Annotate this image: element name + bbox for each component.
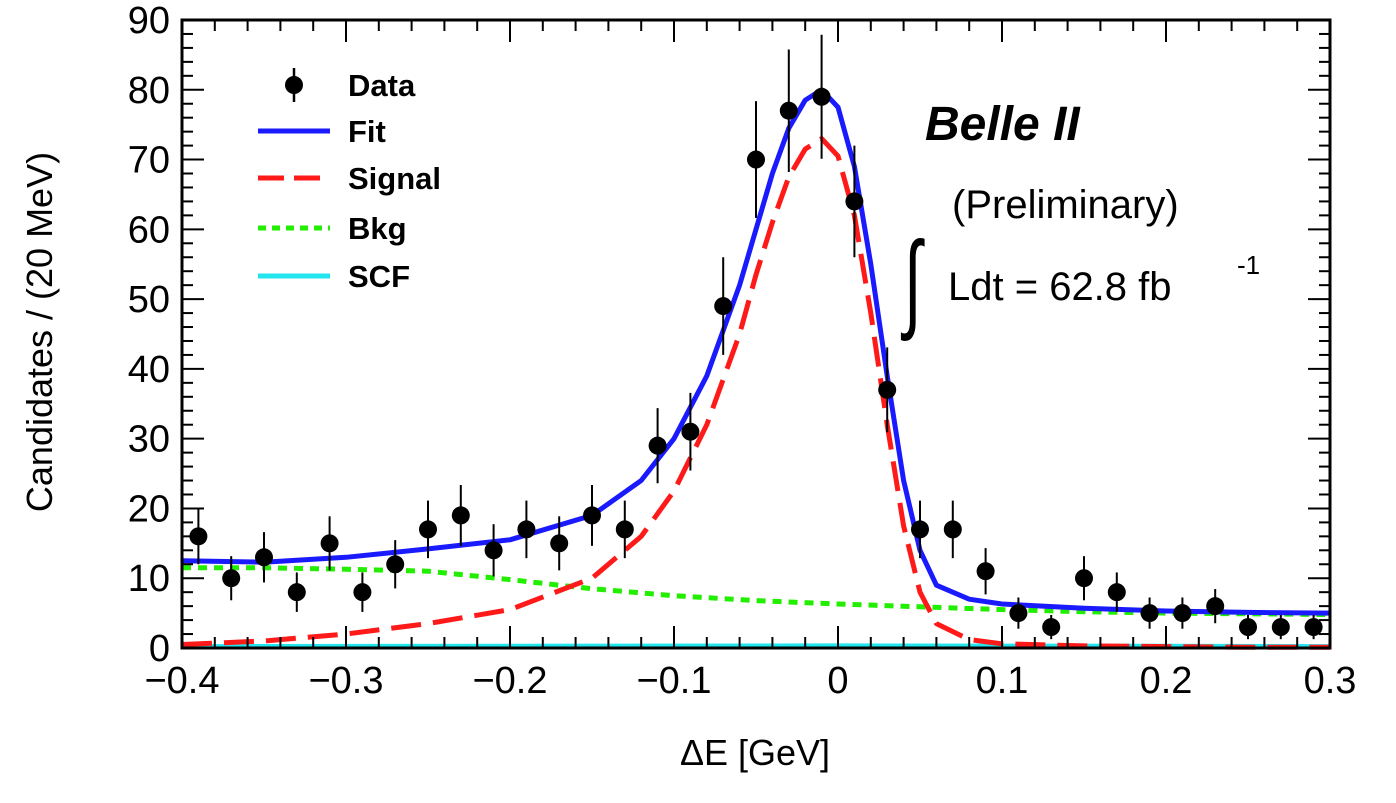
data-point bbox=[976, 562, 995, 581]
y-tick-label: 0 bbox=[149, 628, 170, 670]
data-point bbox=[1239, 618, 1257, 637]
data-point bbox=[845, 192, 864, 211]
y-tick-label: 80 bbox=[128, 70, 170, 112]
y-tick-label: 60 bbox=[128, 209, 170, 251]
x-tick-label: −0.2 bbox=[472, 660, 547, 702]
data-point bbox=[419, 520, 437, 539]
data-point bbox=[1304, 618, 1323, 637]
data-point bbox=[451, 506, 470, 525]
data-point bbox=[353, 583, 372, 602]
x-tick-label: 0.2 bbox=[1140, 660, 1193, 702]
x-tick-label: 0 bbox=[827, 660, 848, 702]
y-tick-label: 20 bbox=[128, 488, 170, 530]
data-point bbox=[320, 534, 339, 553]
legend: Data Fit Signal Bkg SCF bbox=[258, 68, 441, 294]
integral-symbol: ∫ bbox=[900, 219, 924, 341]
data-point bbox=[779, 101, 798, 120]
luminosity-superscript: -1 bbox=[1237, 250, 1260, 280]
data-point bbox=[1173, 604, 1192, 623]
data-point bbox=[747, 150, 765, 169]
y-tick-label: 40 bbox=[128, 349, 170, 391]
legend-fit-label: Fit bbox=[348, 114, 386, 149]
y-axis-title: Candidates / (20 MeV) bbox=[19, 152, 60, 512]
data-point bbox=[517, 520, 536, 539]
x-tick-label: 0.1 bbox=[976, 660, 1029, 702]
data-point bbox=[583, 506, 601, 525]
data-point bbox=[943, 520, 962, 539]
x-tick-label: −0.4 bbox=[144, 660, 219, 702]
legend-bkg-label: Bkg bbox=[348, 211, 407, 246]
data-point bbox=[222, 569, 241, 588]
data-point bbox=[615, 520, 634, 539]
data-point bbox=[681, 422, 700, 441]
data-point bbox=[1140, 604, 1159, 623]
status-label: (Preliminary) bbox=[952, 183, 1179, 227]
data-point bbox=[287, 583, 306, 602]
y-tick-label: 70 bbox=[128, 140, 170, 182]
data-point bbox=[1042, 618, 1061, 637]
axes: −0.4 −0.3 −0.2 −0.1 0 0.1 0.2 0.3 0 10 20 30 40 50 60 7… bbox=[128, 0, 1357, 702]
data-point bbox=[1107, 583, 1126, 602]
annotations: Belle II (Preliminary) ∫ Ldt = 62.8 fb -… bbox=[900, 98, 1260, 341]
data-point bbox=[1075, 569, 1093, 588]
data-point bbox=[911, 520, 929, 539]
data-point bbox=[648, 436, 667, 455]
data-point bbox=[1271, 618, 1290, 637]
data-point bbox=[714, 297, 733, 316]
luminosity-label: Ldt = 62.8 fb bbox=[948, 265, 1172, 309]
data-point bbox=[255, 548, 273, 567]
experiment-label: Belle II bbox=[925, 98, 1081, 151]
legend-scf-label: SCF bbox=[348, 259, 410, 294]
x-tick-label: −0.3 bbox=[308, 660, 383, 702]
data-point bbox=[550, 534, 569, 553]
x-tick-label: −0.1 bbox=[636, 660, 711, 702]
plot-frame bbox=[180, 18, 1332, 650]
y-tick-label: 10 bbox=[128, 558, 170, 600]
legend-data-label: Data bbox=[348, 68, 416, 103]
data-point bbox=[1206, 597, 1225, 616]
data-point bbox=[878, 380, 897, 399]
data-point bbox=[1009, 604, 1028, 623]
x-tick-label: 0.3 bbox=[1304, 660, 1357, 702]
legend-signal-label: Signal bbox=[348, 161, 441, 196]
signal-curve bbox=[181, 136, 1330, 650]
y-tick-label: 50 bbox=[128, 279, 170, 321]
data-point bbox=[812, 87, 831, 106]
y-tick-label: 90 bbox=[128, 0, 170, 42]
data-point bbox=[189, 527, 208, 546]
data-point bbox=[386, 555, 405, 574]
data-points bbox=[189, 34, 1323, 640]
data-point bbox=[484, 541, 503, 560]
legend-data-marker bbox=[285, 76, 303, 94]
y-tick-label: 30 bbox=[128, 419, 170, 461]
x-axis-title: ΔE [GeV] bbox=[680, 732, 830, 773]
bkg-curve bbox=[182, 565, 1331, 617]
